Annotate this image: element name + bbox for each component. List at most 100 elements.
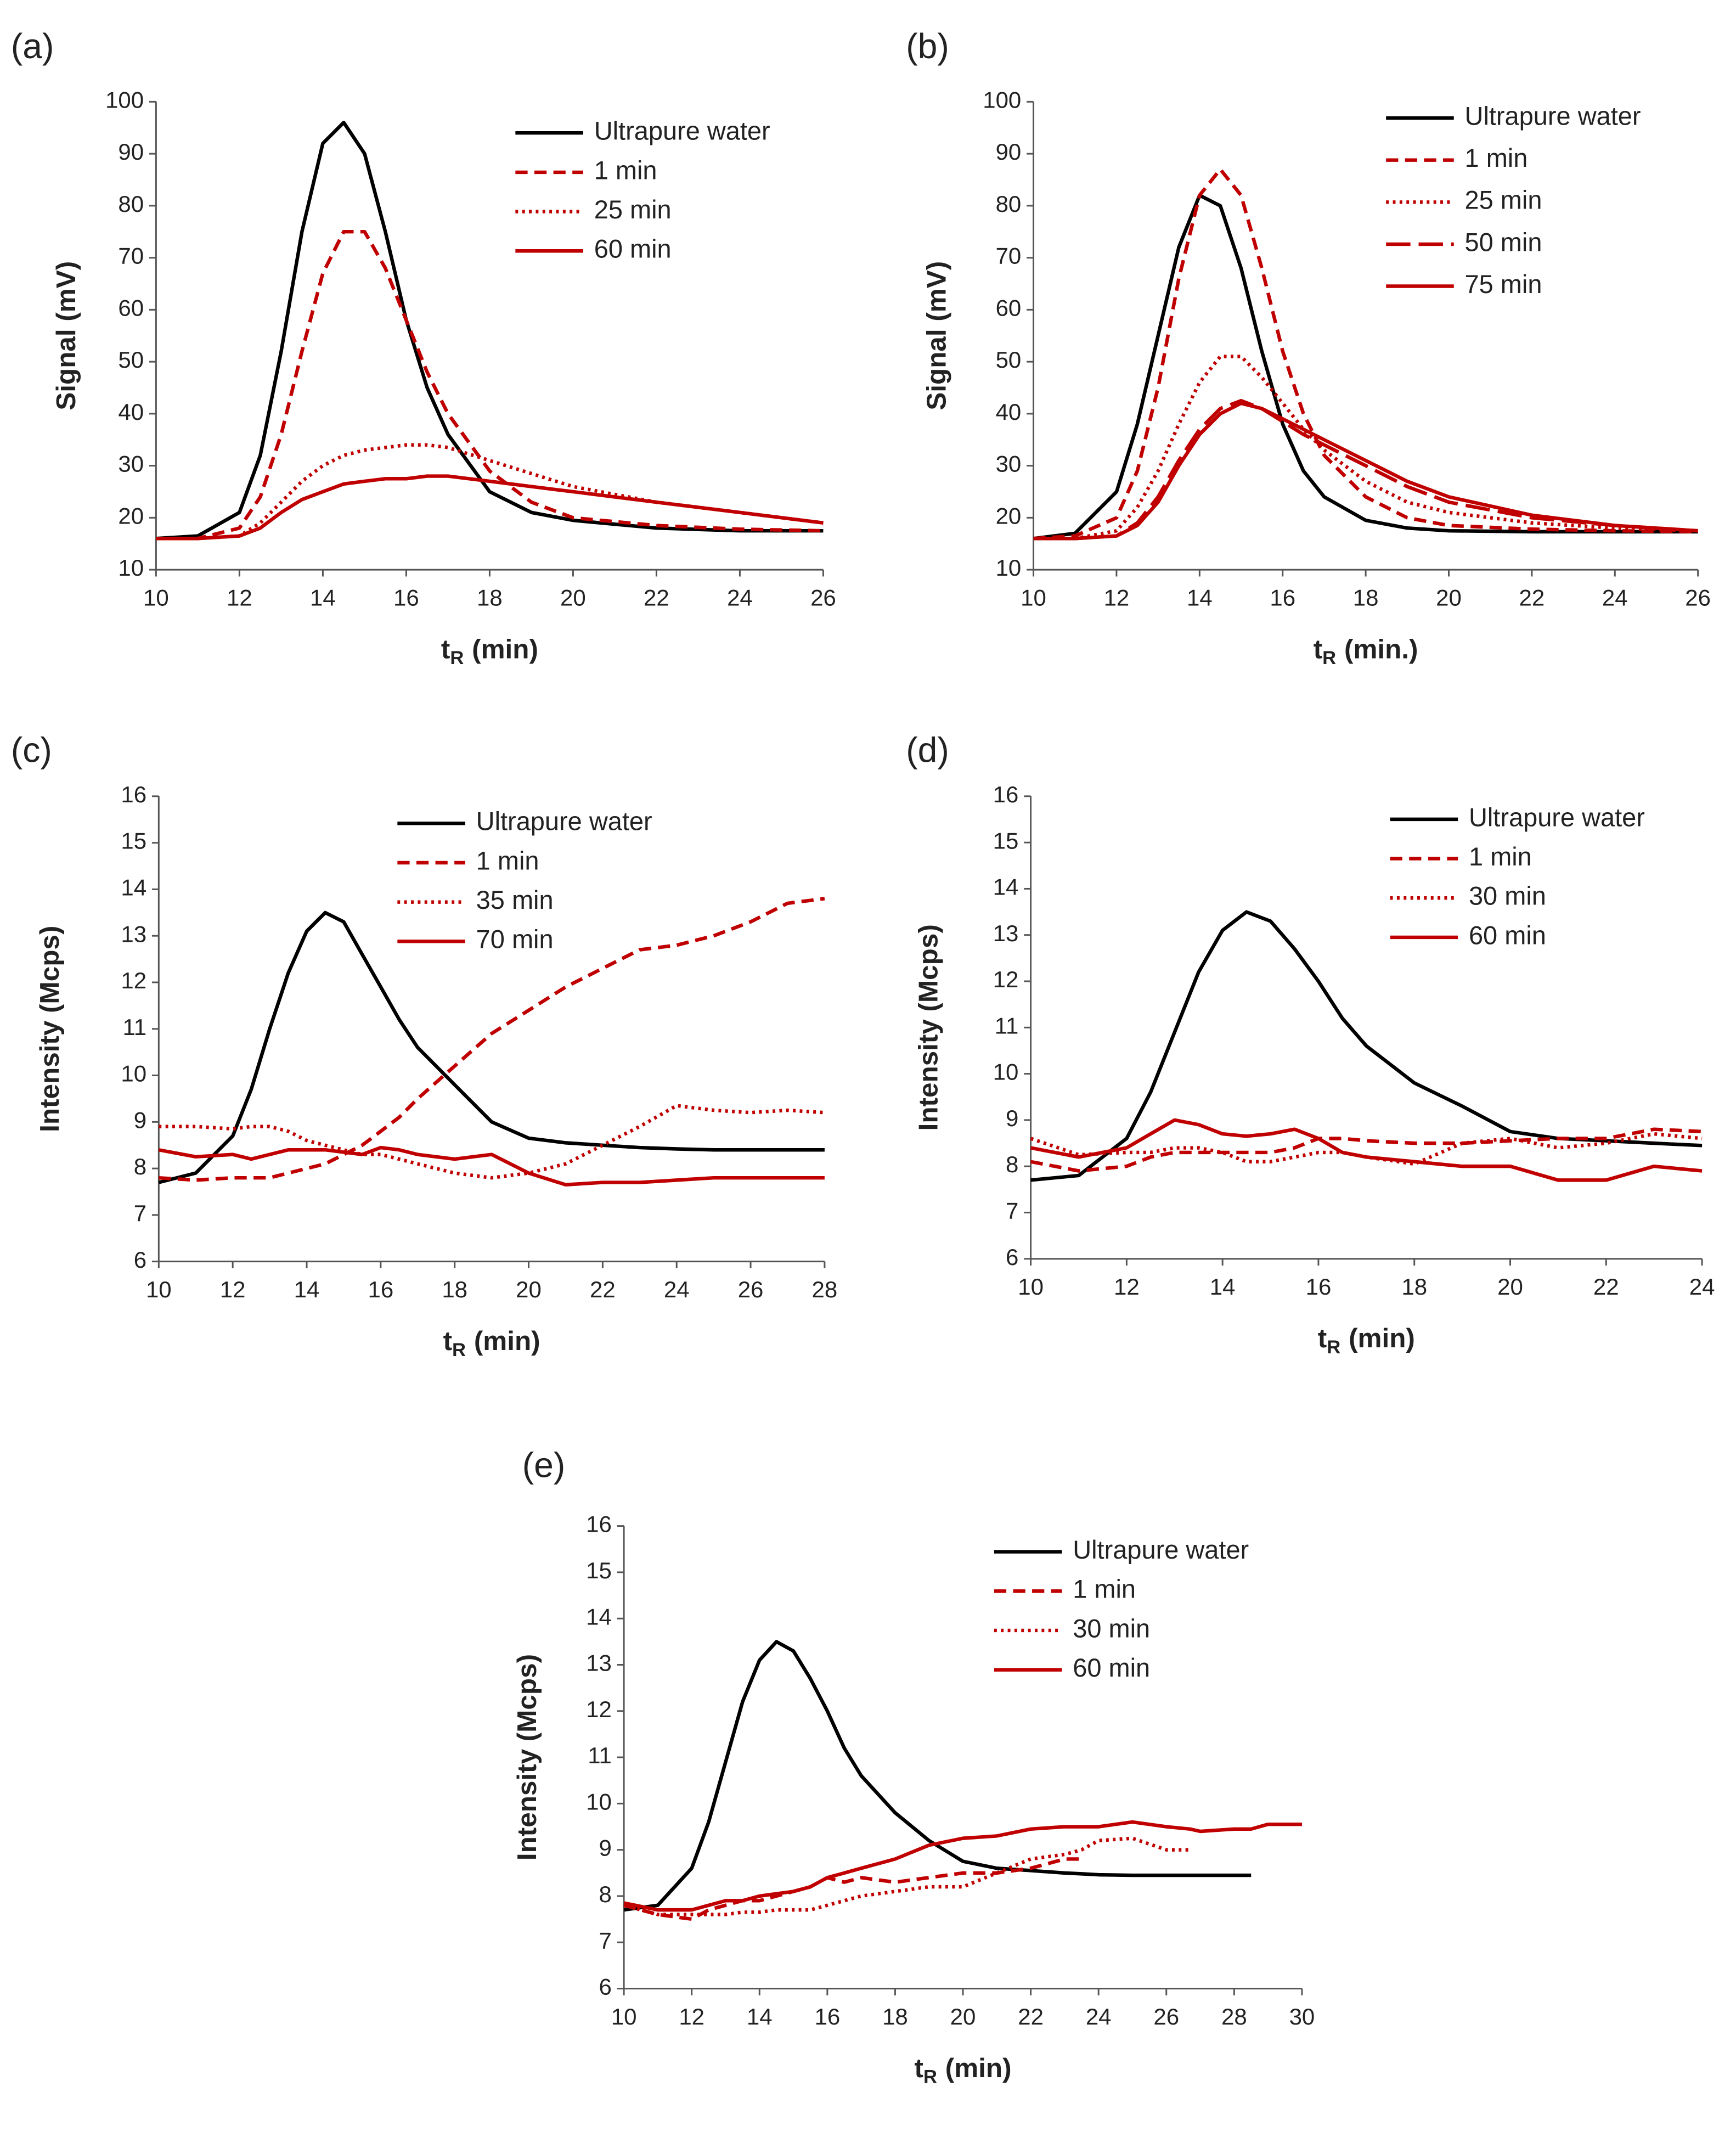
y-tick-label: 9 — [599, 1835, 611, 1861]
y-tick-label: 11 — [122, 1014, 146, 1040]
x-tick-label: 14 — [294, 1277, 320, 1302]
x-axis-title-subscript: R — [1322, 648, 1336, 668]
x-tick-label: 24 — [727, 585, 753, 611]
x-axis-title-subscript: R — [1327, 1337, 1340, 1358]
panel-label: (a) — [11, 26, 54, 66]
y-tick-label: 50 — [118, 347, 144, 373]
x-axis-title-main: t — [443, 1326, 452, 1356]
x-axis-title: tR (min) — [441, 634, 538, 668]
panel: (b) 10 20 30 40 50 60 70 80 90 100 10 12 14 16 18 20 22 24… — [906, 26, 1711, 668]
x-tick-label: 26 — [1153, 2004, 1179, 2029]
y-tick-label: 15 — [586, 1558, 612, 1583]
y-tick-label: 14 — [586, 1604, 612, 1629]
panel-label: (b) — [906, 26, 949, 66]
y-tick-label: 8 — [599, 1881, 611, 1907]
legend-label: 1 min — [476, 846, 539, 875]
x-tick-label: 22 — [1018, 2004, 1044, 2029]
y-axis-title: Intensity (Mcps) — [512, 1654, 542, 1860]
y-tick-label: 14 — [121, 875, 146, 901]
series-line — [1033, 355, 1698, 541]
series-line — [158, 910, 825, 1184]
x-tick-label: 12 — [1104, 585, 1130, 611]
y-tick-label: 10 — [118, 555, 144, 581]
legend-label: 75 min — [1465, 269, 1542, 299]
x-tick-label: 14 — [1187, 585, 1213, 611]
panel-label: (d) — [906, 730, 949, 770]
y-axis-title: Intensity (Mcps) — [35, 926, 65, 1132]
x-tick-label: 20 — [1497, 1274, 1523, 1300]
y-tick-label: 6 — [134, 1247, 146, 1273]
x-tick-label: 22 — [590, 1277, 616, 1302]
y-tick-label: 20 — [996, 503, 1022, 528]
legend-label: 70 min — [476, 925, 554, 954]
y-tick-label: 12 — [586, 1696, 612, 1722]
x-tick-label: 20 — [560, 585, 586, 611]
y-tick-label: 16 — [586, 1511, 612, 1537]
x-axis-title-unit: (min) — [945, 2053, 1012, 2083]
x-axis-title-main: t — [1314, 634, 1322, 664]
x-tick-label: 26 — [1685, 585, 1711, 611]
x-tick-label: 14 — [310, 585, 336, 611]
x-tick-label: 24 — [1602, 585, 1628, 611]
y-tick-label: 60 — [118, 295, 144, 321]
x-tick-label: 16 — [1306, 1274, 1332, 1300]
x-tick-label: 22 — [644, 585, 669, 611]
y-tick-label: 100 — [105, 87, 144, 113]
x-tick-label: 28 — [812, 1277, 838, 1302]
y-tick-label: 10 — [993, 1059, 1019, 1085]
series-line — [156, 229, 824, 541]
legend-label: 25 min — [594, 195, 672, 224]
x-tick-label: 16 — [368, 1277, 393, 1302]
x-tick-label: 18 — [442, 1277, 467, 1302]
y-tick-label: 12 — [121, 968, 146, 993]
legend-label: 1 min — [1073, 1575, 1136, 1604]
y-tick-label: 40 — [118, 399, 144, 425]
x-axis-title: tR (min) — [1318, 1323, 1415, 1358]
x-tick-label: 26 — [810, 585, 836, 611]
panel: (c) 6 7 8 9 10 11 12 13 14 15 16 10 12 14 16 18 20 22 24 26 2… — [11, 730, 837, 1360]
x-axis-title: tR (min) — [914, 2053, 1011, 2088]
series-line — [1033, 401, 1698, 541]
series-line — [158, 1145, 825, 1187]
x-tick-label: 22 — [1593, 1274, 1619, 1300]
y-tick-label: 6 — [599, 1974, 611, 2000]
x-tick-label: 18 — [1353, 585, 1379, 611]
x-tick-label: 30 — [1289, 2004, 1315, 2029]
x-tick-label: 24 — [1689, 1274, 1715, 1300]
x-tick-label: 20 — [1436, 585, 1462, 611]
x-tick-label: 24 — [664, 1277, 690, 1302]
y-tick-label: 90 — [118, 139, 144, 165]
x-axis-title-unit: (min) — [474, 1326, 540, 1356]
series-line — [623, 1820, 1302, 1912]
legend-label: 60 min — [594, 234, 672, 263]
series-line — [156, 120, 824, 541]
legend-label: 60 min — [1469, 920, 1546, 949]
legend-label: Ultrapure water — [594, 116, 770, 145]
y-tick-label: 70 — [118, 243, 144, 269]
y-tick-label: 7 — [599, 1927, 611, 1953]
y-tick-label: 60 — [996, 295, 1022, 321]
x-tick-label: 14 — [1210, 1274, 1236, 1300]
y-tick-label: 15 — [121, 828, 146, 854]
panel-label: (c) — [11, 730, 52, 770]
y-tick-label: 15 — [993, 828, 1019, 853]
x-tick-label: 10 — [146, 1277, 172, 1302]
series-line — [159, 897, 825, 1182]
series-line — [156, 474, 824, 541]
x-axis-title-subscript: R — [923, 2067, 937, 2088]
series-line — [159, 1104, 825, 1180]
x-tick-label: 12 — [679, 2004, 704, 2029]
y-tick-label: 10 — [586, 1789, 612, 1814]
panel: (d) 6 7 8 9 10 11 12 13 14 15 16 10 12 14 16 18 20 22 24 Int… — [906, 730, 1715, 1358]
y-tick-label: 10 — [121, 1061, 146, 1087]
legend-label: Ultrapure water — [1073, 1535, 1249, 1564]
y-tick-label: 100 — [983, 87, 1021, 113]
legend-label: 1 min — [1465, 143, 1528, 172]
legend-label: 60 min — [1073, 1653, 1150, 1682]
x-tick-label: 10 — [143, 585, 169, 611]
x-tick-label: 26 — [738, 1277, 764, 1302]
x-tick-label: 12 — [220, 1277, 246, 1302]
series-line — [1033, 398, 1698, 541]
